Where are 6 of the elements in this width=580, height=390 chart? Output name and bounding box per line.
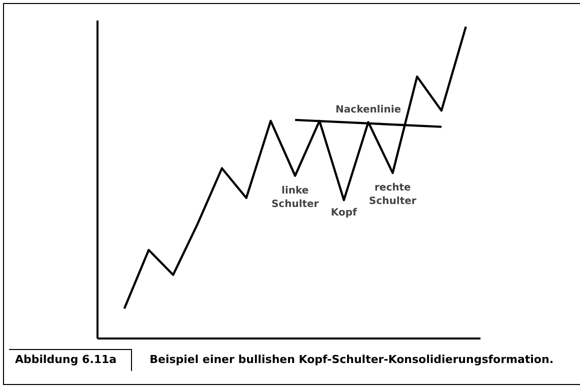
text: Beispiel einer bullishen Kopf-Schulter-Konsolidierungsformation. <box>150 352 554 368</box>
annotation: Kopf <box>330 208 358 219</box>
annotation: rechte Schulter <box>369 182 416 207</box>
text: Abbildung 6.11a <box>9 349 132 371</box>
annotation: linke Schulter <box>271 186 319 210</box>
annotation: Nackenlinie <box>336 104 402 116</box>
